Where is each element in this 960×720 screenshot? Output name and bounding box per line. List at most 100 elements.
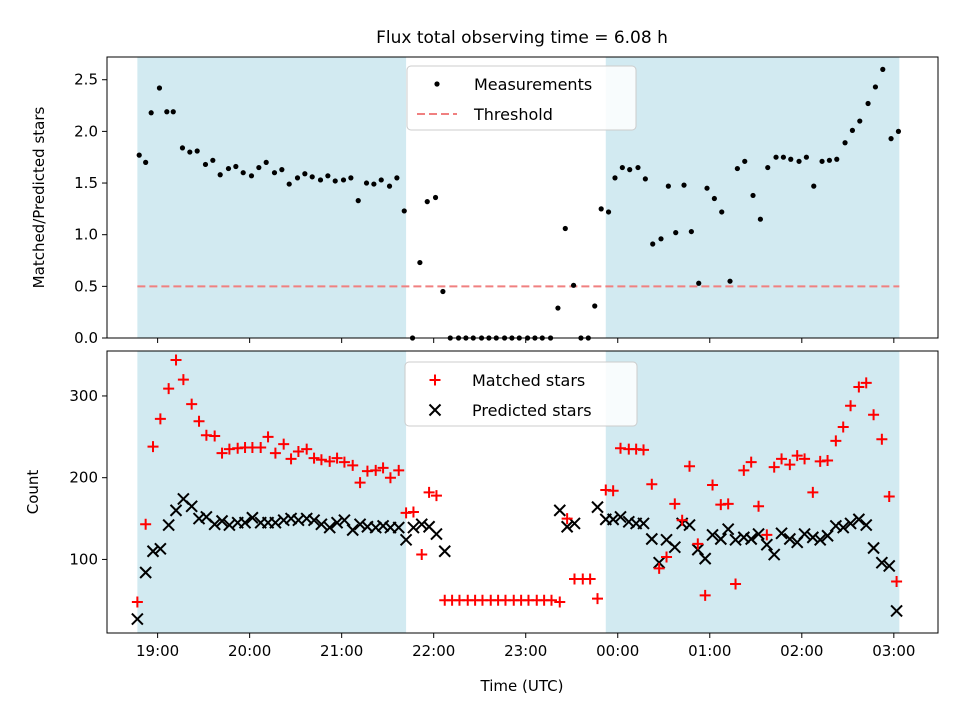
predicted-point [860,518,873,532]
legend-marker-matched [429,374,441,386]
x-tick-label: 20:00 [228,642,271,660]
predicted-point [721,522,735,536]
measurement-point [136,152,142,158]
measurement-point [719,209,725,215]
measurement-point [432,194,439,201]
matched-point [692,538,704,550]
matched-point [592,593,604,605]
measurement-point [711,195,717,202]
measurement-point [880,66,886,72]
matched-point [638,444,650,456]
measurement-point [658,236,664,242]
measurement-point [440,288,446,295]
measurement-point [673,230,679,236]
measurement-point [842,140,848,146]
matched-point [407,506,419,518]
legend-marker-measurements [434,81,440,87]
measurement-point [635,164,641,171]
predicted-point [714,532,728,546]
predicted-point [775,527,788,540]
predicted-point [353,518,367,531]
predicted-point [645,532,659,546]
matched-point [140,518,152,530]
predicted-point [269,516,282,529]
measurement-point [803,154,810,160]
predicted-point [752,527,765,541]
x-axis-label: Time (UTC) [480,677,564,695]
measurement-point [325,173,331,179]
matched-point [147,441,159,453]
measurement-point [562,225,568,232]
measurement-point [156,85,163,91]
measurement-point [233,163,239,170]
predicted-point [821,529,834,542]
predicted-point [606,513,620,526]
measurement-point [355,197,361,204]
legend-marker-predicted [428,403,442,417]
measurement-point [598,206,604,212]
predicted-point [185,500,198,513]
matched-point [354,477,366,489]
matched-point [768,461,780,473]
measurement-point [796,158,802,164]
predicted-point [369,521,382,534]
matched-point [545,594,557,606]
count-panel: 100 200 300 19:00 20:00 21:00 22:00 23:00 00:00… [24,350,939,660]
shaded-region-1 [137,351,407,633]
count-y-axis-label: Count [24,470,42,515]
predicted-point [691,543,705,556]
predicted-point [399,533,413,547]
predicted-point [146,545,160,558]
measurement-point [348,175,354,181]
measurement-point [309,174,315,180]
measurement-point [340,177,347,183]
measurement-point [217,172,223,178]
predicted-point [131,612,144,626]
predicted-point [330,516,344,529]
y-tick-label: 200 [69,469,98,487]
measurement-point [619,164,625,171]
measurement-point [872,84,879,90]
predicted-point [438,545,451,558]
predicted-point [706,528,719,542]
measurement-point [865,100,871,107]
measurement-point [555,305,561,311]
matched-point [722,498,734,510]
predicted-point [767,548,781,561]
measurement-point [256,164,262,171]
matched-point [891,576,903,588]
matched-point [278,438,290,450]
measurement-point [570,282,577,288]
measurement-point [612,175,618,181]
predicted-point [553,504,566,517]
predicted-point [284,512,298,525]
ratio-y-axis-label: Matched/Predicted stars [30,107,48,289]
measurement-point [734,165,740,172]
legend-label: Predicted stars [472,401,592,420]
matched-point [837,421,849,433]
measurement-point [332,178,338,184]
predicted-point [737,531,751,544]
matched-point [370,464,382,476]
measurement-point [202,161,209,168]
measurement-point [650,241,656,247]
chart-title: Flux total observing time = 6.08 h [376,28,668,48]
predicted-point [852,513,866,526]
measurement-point [170,109,176,115]
predicted-point [215,514,229,528]
predicted-point [392,521,405,534]
measurement-point [642,176,648,182]
matched-point [753,500,765,512]
measurement-point [317,177,324,183]
predicted-point [407,521,420,534]
y-tick-label: 0.0 [74,329,98,347]
matched-point [607,485,619,497]
matched-point [730,578,742,590]
predicted-point [883,559,896,573]
measurement-point [417,259,423,266]
legend-box [404,361,638,427]
predicted-point [867,541,880,555]
x-tick-label: 23:00 [504,642,547,660]
predicted-point [837,521,850,534]
matched-point [860,377,872,389]
